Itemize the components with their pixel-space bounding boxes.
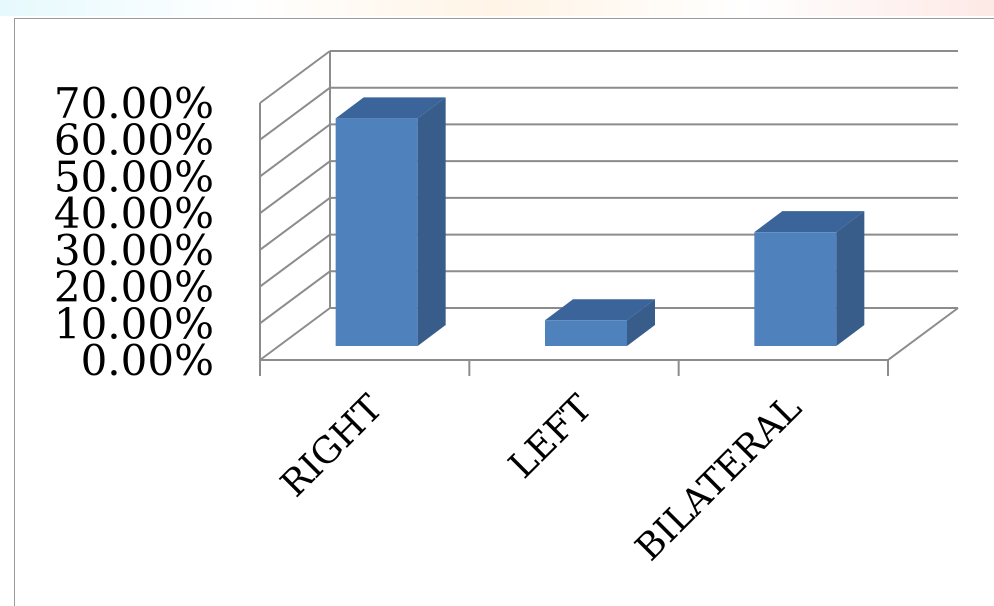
y-tick-label: 20.00% [54, 263, 214, 312]
y-tick-label: 0.00% [81, 336, 214, 385]
floor-right-edge [887, 307, 959, 361]
side-gridline [259, 123, 331, 178]
y-tick-label: 70.00% [54, 79, 214, 128]
x-tick-label: BILATERAL [628, 387, 810, 569]
bar-top [545, 299, 655, 321]
y-tick-label: 10.00% [54, 299, 214, 348]
side-gridline [259, 86, 331, 141]
y-tick-label: 40.00% [54, 189, 214, 238]
side-gridline [259, 197, 331, 251]
y-tick-label: 60.00% [54, 116, 214, 165]
bar-side [417, 97, 446, 346]
side-gridline [259, 270, 331, 325]
bar-front [335, 118, 418, 346]
bar-front [545, 320, 627, 346]
bar-side [627, 299, 655, 346]
y-tick-label: 50.00% [54, 152, 214, 201]
bar-top [335, 97, 446, 119]
bar-left [545, 299, 655, 346]
bar-bilateral [754, 211, 865, 346]
side-gridline [259, 160, 331, 214]
side-gridline [259, 50, 331, 104]
bar-right [335, 97, 446, 346]
side-gridline [259, 233, 331, 288]
x-tick-label: RIGHT [273, 387, 391, 505]
y-tick-label: 30.00% [54, 226, 214, 275]
bar-side [836, 211, 865, 346]
bar-top [754, 211, 865, 233]
side-gridline [259, 307, 331, 361]
x-tick-label: LEFT [501, 387, 600, 486]
bar-front [754, 232, 837, 346]
